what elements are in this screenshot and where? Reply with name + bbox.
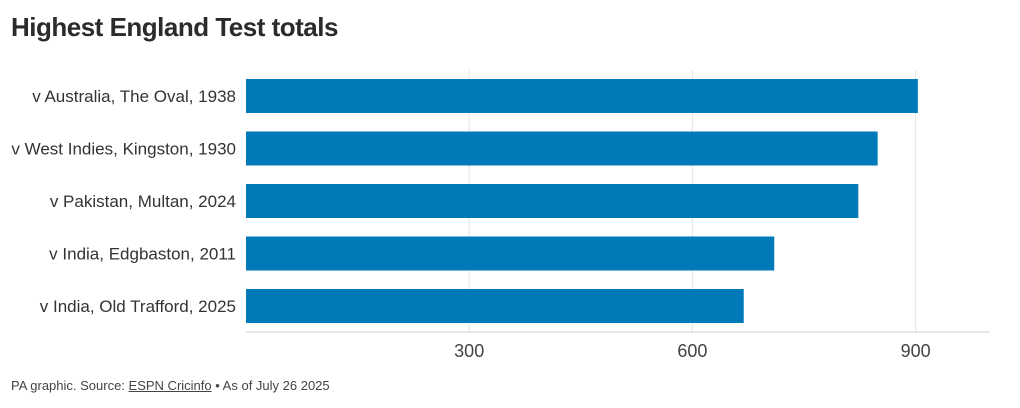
tick-label-600: 600 bbox=[677, 341, 707, 361]
category-label-4: v India, Edgbaston, 2011 bbox=[49, 245, 236, 264]
category-label-5: v India, Old Trafford, 2025 bbox=[40, 297, 236, 316]
category-label-1: v Australia, The Oval, 1938 bbox=[32, 87, 236, 106]
tick-label-300: 300 bbox=[454, 341, 484, 361]
bars bbox=[246, 79, 918, 323]
bar-1 bbox=[246, 79, 918, 113]
bar-3 bbox=[246, 184, 859, 218]
bar-5 bbox=[246, 289, 744, 323]
footer-suffix: • As of July 26 2025 bbox=[211, 378, 330, 393]
category-labels: v Australia, The Oval, 1938 v West Indies… bbox=[11, 87, 236, 316]
bar-2 bbox=[246, 131, 878, 166]
category-label-3: v Pakistan, Multan, 2024 bbox=[50, 192, 236, 211]
chart-title: Highest England Test totals bbox=[11, 12, 338, 42]
footer-prefix: PA graphic. Source: bbox=[11, 378, 129, 393]
source-link[interactable]: ESPN Cricinfo bbox=[128, 378, 212, 393]
category-label-2: v West Indies, Kingston, 1930 bbox=[11, 140, 236, 159]
x-axis-ticks: 300 600 900 bbox=[454, 341, 930, 361]
source-footer: PA graphic. Source: ESPN Cricinfo • As o… bbox=[11, 378, 330, 393]
bar-chart: v Australia, The Oval, 1938 v West Indies… bbox=[11, 70, 990, 361]
tick-label-900: 900 bbox=[901, 341, 931, 361]
bar-4 bbox=[246, 236, 775, 271]
